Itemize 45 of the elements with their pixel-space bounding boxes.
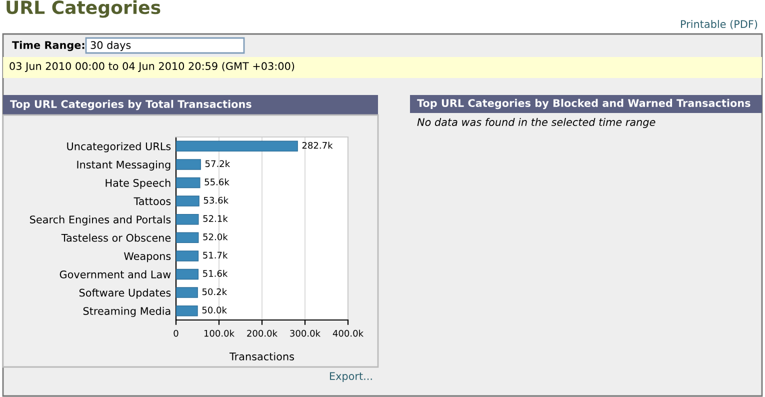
x-tick-label: 100.0k <box>204 330 235 337</box>
text: No data was found in the selected time range <box>417 118 656 128</box>
y-tick-label: Search Engines and Portals <box>30 215 171 226</box>
x-axis-title: Transactions <box>229 352 294 360</box>
text: Printable (PDF) <box>681 20 758 30</box>
text: Time Range: <box>12 40 84 52</box>
bar <box>176 196 200 206</box>
bar <box>176 305 198 316</box>
y-tick-label: Software Updates <box>79 288 171 299</box>
data-label: 53.6k <box>204 196 229 204</box>
data-label: 282.7k <box>302 142 333 149</box>
text: Top URL Categories by Blocked and Warned Transactions <box>417 98 750 110</box>
y-tick-label: Tattoos <box>134 197 171 206</box>
y-tick-label: Tasteless or Obscene <box>61 234 171 242</box>
data-label: 51.6k <box>203 270 228 277</box>
bar <box>176 214 199 225</box>
text: 03 Jun 2010 00:00 to 04 Jun 2010 20:59 (GMT +03:00) <box>10 62 294 72</box>
bar <box>176 159 201 170</box>
chart-title: Top URL Categories by Total Transactions <box>10 100 252 110</box>
x-tick-label: 300.0k <box>290 330 321 337</box>
data-label: 57.2k <box>205 160 230 168</box>
data-label: 51.7k <box>203 252 228 259</box>
x-tick-label: 200.0k <box>247 330 278 337</box>
data-label: 50.0k <box>202 306 227 314</box>
bar <box>176 140 298 152</box>
bar <box>176 177 200 188</box>
text: Export... <box>330 372 372 382</box>
x-tick-label: 400.0k <box>332 330 364 337</box>
y-tick-label: Instant Messaging <box>77 160 170 171</box>
text: 30 days <box>90 40 131 52</box>
bar <box>176 287 198 298</box>
data-label: 55.6k <box>204 178 230 186</box>
x-tick-label: 0 <box>174 330 178 337</box>
data-label: 52.0k <box>203 233 228 240</box>
text: URL Categories <box>6 0 160 18</box>
y-tick-label: Government and Law <box>60 270 171 278</box>
bar <box>176 232 199 244</box>
y-tick-label: Streaming Media <box>83 306 170 317</box>
data-label: 50.2k <box>202 288 228 296</box>
y-tick-label: Uncategorized URLs <box>67 142 171 152</box>
data-label: 52.1k <box>203 214 228 222</box>
bar <box>176 268 199 280</box>
y-tick-label: Hate Speech <box>106 178 170 189</box>
bar <box>176 250 199 262</box>
y-tick-label: Weapons <box>124 252 171 262</box>
